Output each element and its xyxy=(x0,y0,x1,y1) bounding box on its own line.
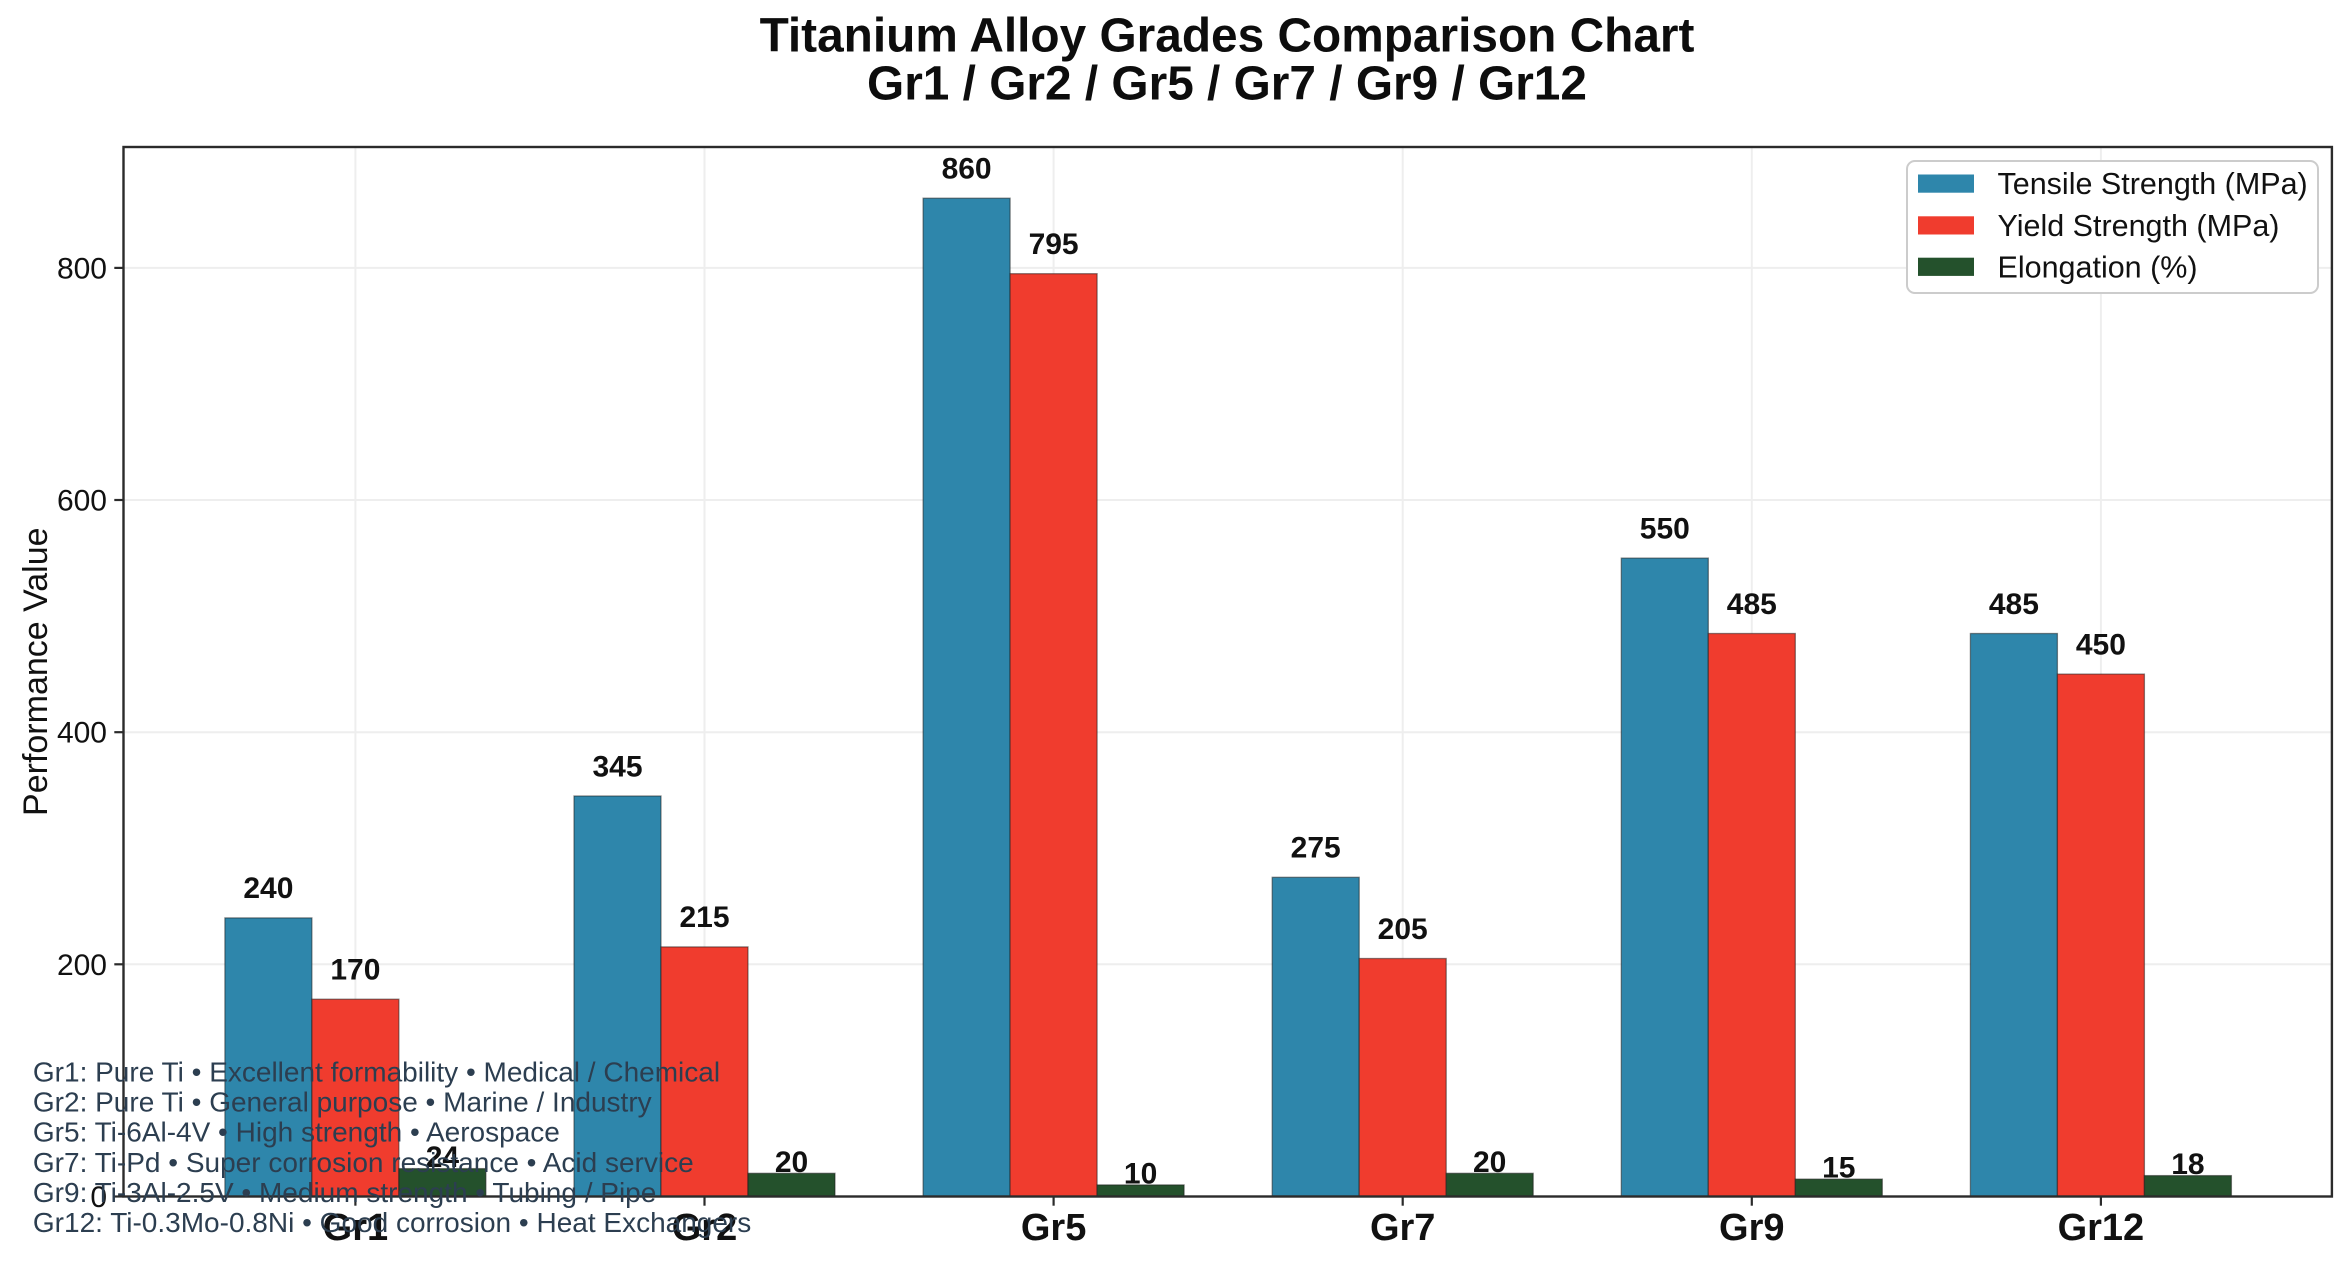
svg-text:600: 600 xyxy=(57,485,107,518)
svg-text:Elongation (%): Elongation (%) xyxy=(1998,250,2198,284)
svg-text:800: 800 xyxy=(57,252,107,285)
svg-text:Gr5: Gr5 xyxy=(1021,1207,1086,1249)
svg-text:Gr9: Ti-3Al-2.5V • Medium stre: Gr9: Ti-3Al-2.5V • Medium strength • Tub… xyxy=(33,1177,656,1208)
svg-text:170: 170 xyxy=(330,954,380,987)
svg-text:345: 345 xyxy=(592,750,642,783)
svg-text:Gr2: Pure Ti • General purpose: Gr2: Pure Ti • General purpose • Marine … xyxy=(33,1087,652,1118)
svg-text:860: 860 xyxy=(942,153,992,186)
svg-text:550: 550 xyxy=(1640,512,1690,545)
svg-text:Yield Strength (MPa): Yield Strength (MPa) xyxy=(1998,209,2280,243)
svg-text:485: 485 xyxy=(1989,588,2039,621)
svg-text:Gr9: Gr9 xyxy=(1719,1207,1784,1249)
svg-text:205: 205 xyxy=(1378,913,1428,946)
svg-text:24: 24 xyxy=(426,1141,460,1174)
svg-text:Gr2: Gr2 xyxy=(672,1207,737,1249)
svg-text:795: 795 xyxy=(1029,228,1079,261)
svg-text:20: 20 xyxy=(775,1146,808,1179)
svg-text:275: 275 xyxy=(1291,832,1341,865)
svg-text:Gr1: Gr1 xyxy=(323,1207,388,1249)
svg-text:15: 15 xyxy=(1822,1152,1855,1185)
svg-text:10: 10 xyxy=(1124,1157,1157,1190)
svg-text:Gr1: Pure Ti • Excellent forma: Gr1: Pure Ti • Excellent formability • M… xyxy=(33,1057,720,1088)
svg-text:0: 0 xyxy=(90,1181,107,1214)
svg-text:Titanium Alloy Grades Comparis: Titanium Alloy Grades Comparison Chart xyxy=(760,10,1695,63)
svg-text:Gr12: Gr12 xyxy=(2058,1207,2145,1249)
svg-text:240: 240 xyxy=(243,872,293,905)
svg-text:Gr1 / Gr2 / Gr5 / Gr7 / Gr9 /: Gr1 / Gr2 / Gr5 / Gr7 / Gr9 / Gr12 xyxy=(867,58,1587,111)
svg-text:Performance Value: Performance Value xyxy=(17,527,55,816)
svg-text:Gr7: Ti-Pd • Super corrosion r: Gr7: Ti-Pd • Super corrosion resistance … xyxy=(33,1147,694,1178)
svg-text:Tensile Strength (MPa): Tensile Strength (MPa) xyxy=(1998,167,2308,201)
svg-text:Gr5: Ti-6Al-4V • High strength: Gr5: Ti-6Al-4V • High strength • Aerospa… xyxy=(33,1117,560,1148)
svg-text:485: 485 xyxy=(1727,588,1777,621)
svg-text:450: 450 xyxy=(2076,628,2126,661)
svg-text:215: 215 xyxy=(679,901,729,934)
svg-text:Gr7: Gr7 xyxy=(1370,1207,1435,1249)
svg-text:400: 400 xyxy=(57,717,107,750)
svg-text:18: 18 xyxy=(2171,1148,2204,1181)
svg-text:200: 200 xyxy=(57,949,107,982)
svg-text:Gr12: Ti-0.3Mo-0.8Ni • Good co: Gr12: Ti-0.3Mo-0.8Ni • Good corrosion • … xyxy=(33,1207,751,1238)
svg-text:20: 20 xyxy=(1473,1146,1506,1179)
